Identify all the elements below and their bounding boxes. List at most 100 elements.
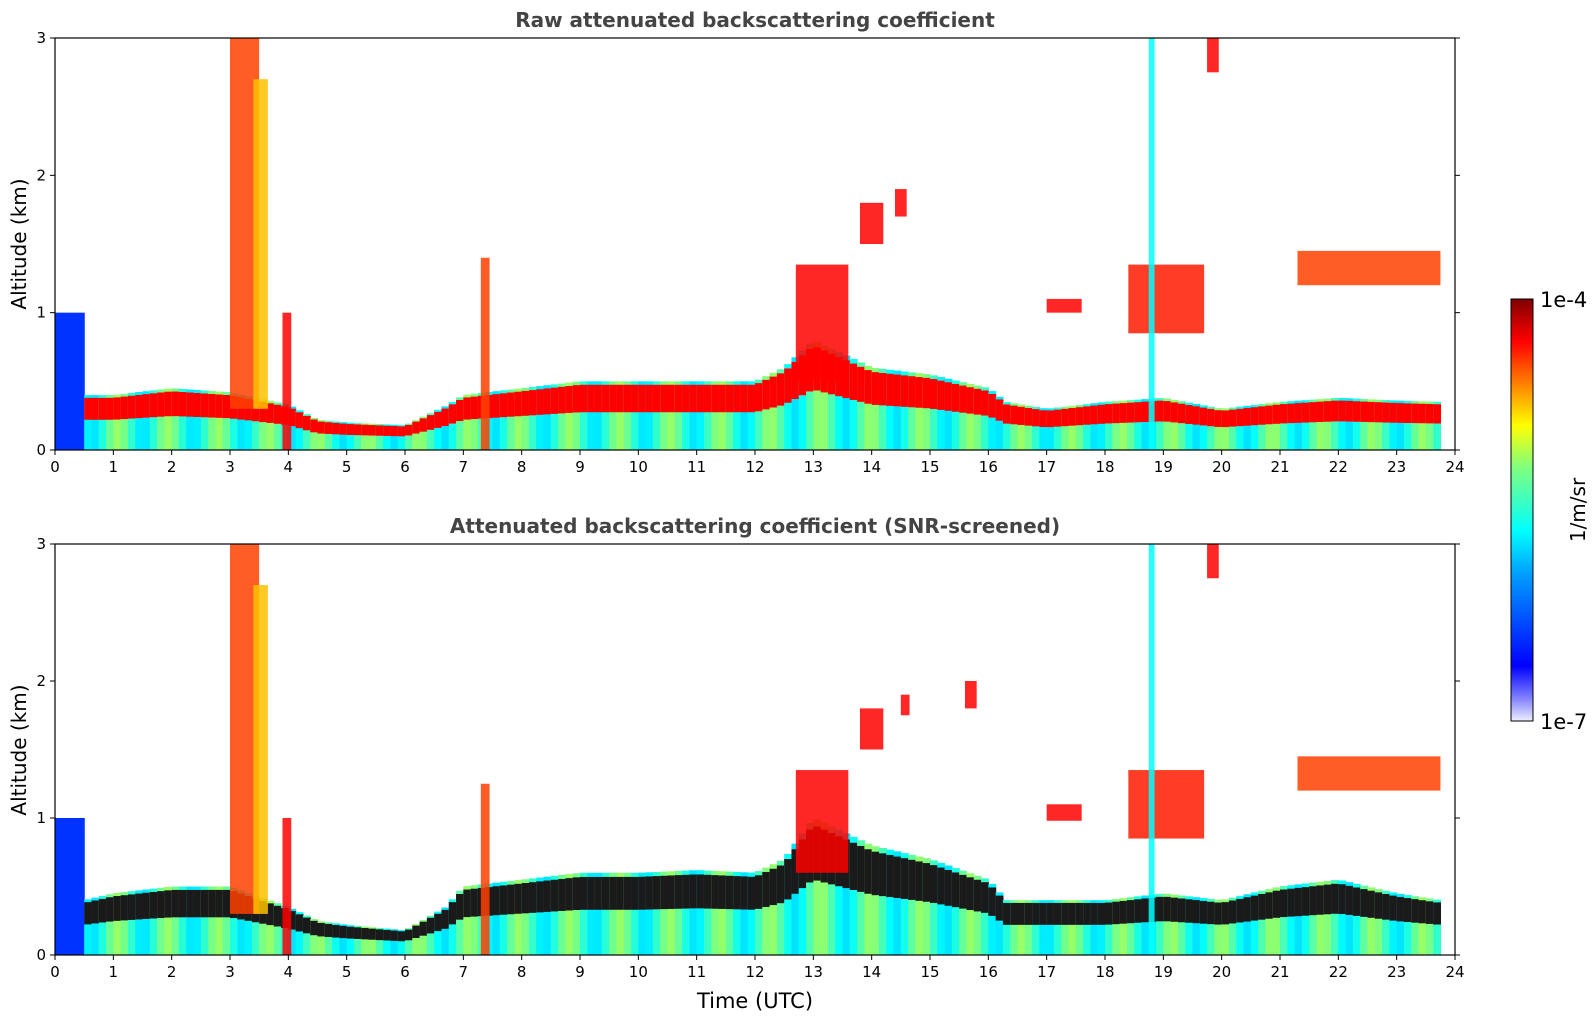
panel-screened: Attenuated backscattering coefficient (S… bbox=[7, 514, 1465, 1013]
bl-column bbox=[142, 391, 151, 450]
bl-column bbox=[820, 345, 829, 450]
aerosol-layer-cell bbox=[565, 385, 574, 413]
bl-column bbox=[543, 876, 552, 955]
bl-column bbox=[1214, 899, 1223, 955]
aerosol-layer-cell bbox=[346, 926, 355, 939]
aerosol-layer-cell bbox=[507, 392, 515, 417]
aerosol-layer-cell bbox=[543, 880, 552, 912]
aerosol-layer-cell bbox=[310, 920, 319, 936]
aerosol-layer-cell bbox=[638, 384, 647, 413]
aerosol-layer-cell bbox=[1316, 401, 1325, 423]
bl-column bbox=[857, 362, 865, 450]
aerosol-layer-cell bbox=[1105, 404, 1113, 424]
cloud-feature bbox=[1207, 38, 1219, 73]
bl-column bbox=[69, 818, 78, 955]
aerosol-layer-cell bbox=[937, 380, 946, 410]
bl-column bbox=[76, 818, 85, 955]
aerosol-layer-cell bbox=[966, 877, 975, 911]
bl-column bbox=[740, 381, 749, 450]
aerosol-layer-cell bbox=[864, 370, 873, 404]
aerosol-layer-cell bbox=[332, 422, 340, 435]
bl-column bbox=[900, 853, 909, 955]
bl-column bbox=[1236, 895, 1245, 955]
aerosol-layer-cell bbox=[1083, 902, 1092, 925]
aerosol-layer-cell bbox=[135, 394, 144, 419]
aerosol-layer-cell bbox=[1177, 403, 1186, 424]
bl-column bbox=[616, 381, 625, 450]
aerosol-layer-cell bbox=[784, 859, 793, 900]
bl-column bbox=[1046, 900, 1055, 955]
aerosol-layer-cell bbox=[412, 421, 421, 434]
bl-column bbox=[302, 414, 311, 450]
bl-column bbox=[149, 888, 158, 955]
bl-column bbox=[966, 873, 975, 955]
bl-column bbox=[930, 375, 938, 450]
cloud-feature bbox=[253, 585, 268, 914]
aerosol-layer-cell bbox=[871, 851, 880, 896]
bl-column bbox=[1010, 900, 1019, 955]
aerosol-layer-cell bbox=[1177, 898, 1186, 923]
aerosol-layer-cell bbox=[645, 384, 654, 413]
bl-column bbox=[186, 389, 195, 450]
x-tick-label: 12 bbox=[745, 458, 764, 476]
aerosol-layer-cell bbox=[587, 384, 596, 413]
aerosol-layer-cell bbox=[776, 373, 785, 406]
bl-column bbox=[222, 392, 231, 450]
aerosol-layer-cell bbox=[1418, 403, 1427, 424]
aerosol-layer-cell bbox=[1338, 884, 1347, 915]
bl-column bbox=[1374, 399, 1383, 450]
cloud-feature bbox=[795, 264, 849, 382]
aerosol-layer-cell bbox=[353, 927, 362, 939]
x-tick-label: 4 bbox=[284, 458, 294, 476]
aerosol-layer-cell bbox=[864, 849, 873, 894]
aerosol-layer-cell bbox=[514, 883, 523, 914]
bl-column bbox=[332, 923, 340, 955]
bl-column bbox=[368, 927, 377, 955]
aerosol-layer-cell bbox=[1287, 888, 1296, 917]
aerosol-layer-cell bbox=[1097, 404, 1106, 424]
bl-column bbox=[412, 924, 421, 955]
aerosol-layer-cell bbox=[390, 426, 399, 437]
cloud-feature bbox=[282, 312, 292, 450]
bl-column bbox=[1243, 405, 1252, 450]
x-tick-label: 8 bbox=[517, 458, 527, 476]
aerosol-layer-cell bbox=[944, 382, 953, 411]
x-tick-label: 11 bbox=[687, 963, 706, 981]
bl-column bbox=[1185, 402, 1194, 450]
aerosol-layer-cell bbox=[572, 385, 581, 413]
bl-column bbox=[900, 371, 909, 450]
aerosol-layer-cell bbox=[200, 889, 209, 918]
aerosol-layer-cell bbox=[1024, 407, 1033, 426]
bl-column bbox=[674, 870, 683, 955]
bl-column bbox=[1163, 893, 1172, 955]
aerosol-layer-cell bbox=[1403, 898, 1412, 923]
bl-column bbox=[1418, 401, 1427, 450]
bl-column bbox=[426, 413, 435, 450]
panel-2-y-axis: 0 1 2 3 bbox=[36, 535, 1460, 964]
aerosol-layer-cell bbox=[120, 895, 129, 921]
bl-column bbox=[1002, 900, 1011, 955]
bl-column bbox=[1425, 401, 1434, 450]
x-tick-label: 14 bbox=[862, 458, 881, 476]
x-tick-label: 1 bbox=[109, 458, 119, 476]
bl-column bbox=[784, 853, 793, 955]
bl-column bbox=[1192, 897, 1201, 955]
aerosol-layer-cell bbox=[368, 425, 377, 436]
aerosol-layer-cell bbox=[178, 889, 187, 918]
bl-column bbox=[878, 368, 887, 450]
bl-column bbox=[1134, 399, 1143, 450]
bl-column bbox=[1331, 880, 1339, 955]
bl-column bbox=[696, 870, 705, 955]
aerosol-layer-cell bbox=[922, 377, 931, 409]
aerosol-layer-cell bbox=[1192, 406, 1201, 425]
bl-column bbox=[835, 829, 844, 955]
aerosol-layer-cell bbox=[127, 395, 136, 419]
bl-column bbox=[638, 872, 647, 955]
x-tick-label: 5 bbox=[342, 963, 352, 981]
bl-column bbox=[127, 891, 136, 955]
aerosol-layer-cell bbox=[1411, 899, 1420, 923]
aerosol-layer-cell bbox=[368, 928, 377, 940]
bl-column bbox=[1134, 896, 1143, 955]
aerosol-layer-cell bbox=[1294, 403, 1303, 423]
bl-column bbox=[1192, 403, 1201, 450]
